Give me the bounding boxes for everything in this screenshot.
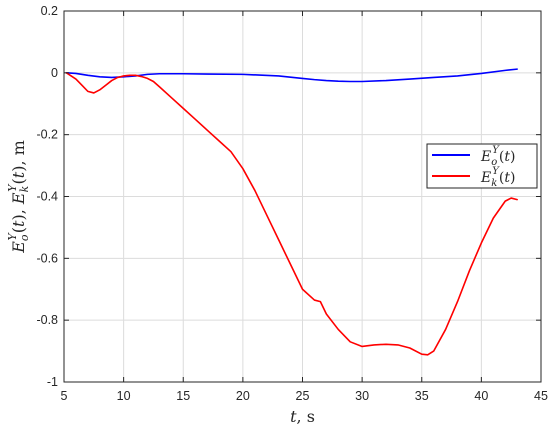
- axis-ticks: 5 10 15 20 25 30 35 40 45 0.2 0 -0.2 -0.4 -0.6 -0.8 -1: [36, 4, 548, 403]
- y-tick-label: -1: [47, 375, 58, 389]
- legend: EoY(t) EkY(t): [426, 143, 538, 189]
- series-line-eo: [65, 68, 518, 83]
- legend-box: [426, 143, 538, 189]
- x-tick-label: 25: [296, 389, 310, 403]
- x-tick-label: 15: [176, 389, 190, 403]
- y-tick-label: -0.8: [36, 313, 58, 327]
- y-tick-label: 0: [51, 66, 58, 80]
- x-tick-label: 40: [474, 389, 488, 403]
- y-tick-label: 0.2: [41, 4, 58, 18]
- x-tick-label: 5: [61, 389, 68, 403]
- y-tick-label: -0.2: [36, 128, 58, 142]
- y-tick-label: -0.4: [36, 190, 58, 204]
- legend-label-eo: EoY(t): [480, 145, 515, 168]
- grid: [63, 10, 542, 383]
- series-line-ek: [65, 72, 518, 356]
- legend-label-ek: EkY(t): [480, 166, 515, 189]
- x-tick-label: 10: [117, 389, 131, 403]
- x-tick-label: 45: [534, 389, 548, 403]
- y-axis-label: EoY(t), EkY(t), m: [6, 140, 31, 254]
- series-lines: [65, 68, 518, 356]
- y-tick-label: -0.6: [36, 251, 58, 265]
- x-tick-label: 20: [236, 389, 250, 403]
- x-tick-label: 35: [415, 389, 429, 403]
- x-tick-label: 30: [355, 389, 369, 403]
- x-axis-label: t, s: [290, 407, 315, 426]
